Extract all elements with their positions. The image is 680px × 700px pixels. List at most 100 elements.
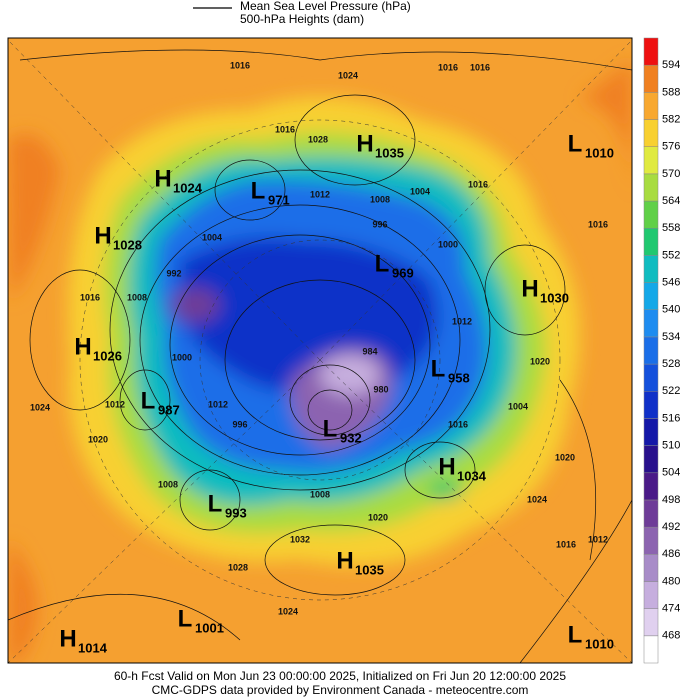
pressure-center-letter: H: [521, 275, 538, 302]
map-frame: [7, 37, 633, 664]
colorbar-swatch: [643, 391, 659, 419]
colorbar-swatch: [643, 608, 659, 637]
colorbar-label: 564: [662, 195, 680, 207]
legend-pressure: Mean Sea Level Pressure (hPa): [240, 0, 411, 13]
pressure-center-letter: H: [94, 222, 111, 249]
contour-label: 1012: [310, 189, 330, 199]
colorbar-label: 522: [662, 385, 680, 397]
colorbar-swatch: [643, 227, 659, 256]
colorbar-label: 510: [662, 440, 680, 452]
contour-label: 1020: [368, 512, 388, 522]
contour-label: 1016: [556, 539, 576, 549]
colorbar-label: 528: [662, 358, 680, 370]
contour-label: 1008: [370, 194, 390, 204]
contour-label: 1024: [278, 606, 298, 616]
pressure-center-value: 1035: [375, 145, 404, 160]
contour-label: 992: [166, 268, 181, 278]
colorbar: 468 474 480 486 492 498 504 510 516 522 528 534 540 5…: [643, 37, 680, 664]
colorbar-label: 534: [662, 331, 680, 343]
colorbar-label: 492: [662, 521, 680, 533]
contour-label: 1020: [88, 434, 108, 444]
contour-label: 996: [372, 219, 387, 229]
pressure-center-letter: H: [154, 165, 171, 192]
colorbar-swatch: [643, 64, 659, 93]
contour-label: 1024: [338, 70, 358, 80]
contour-label: 1028: [308, 134, 328, 144]
colorbar-swatch: [643, 119, 659, 147]
colorbar-swatch: [643, 282, 659, 310]
colorbar-swatch: [643, 363, 659, 392]
contour-label: 1024: [527, 494, 547, 504]
contour-label: 1004: [202, 232, 222, 242]
colorbar-swatch: [643, 418, 659, 446]
graticule: [8, 39, 632, 663]
pressure-center-letter: H: [336, 547, 353, 574]
contour-label: 1016: [448, 419, 468, 429]
pressure-center-letter: L: [431, 355, 446, 382]
pressure-center-value: 958: [448, 370, 470, 385]
height-field: [8, 60, 632, 663]
pressure-center-value: 1030: [540, 290, 569, 305]
colorbar-swatch: [643, 309, 659, 338]
colorbar-swatch: [643, 146, 659, 175]
contour-label: 1016: [468, 179, 488, 189]
colorbar-label: 540: [662, 304, 680, 316]
pressure-center-letter: H: [74, 333, 91, 360]
colorbar-swatch: [643, 635, 659, 664]
map: 1016 1016 1016 1024 1016 1028 1012 1008 1004 1016…: [8, 38, 632, 663]
colorbar-label: 480: [662, 575, 680, 587]
colorbar-label: 504: [662, 467, 680, 479]
pressure-center-letter: H: [438, 453, 455, 480]
colorbar-label: 486: [662, 548, 680, 560]
colorbar-swatch: [643, 581, 659, 609]
contour-label: 1004: [410, 186, 430, 196]
pressure-center-value: 993: [225, 505, 247, 520]
legend-heights: 500-hPa Heights (dam): [240, 12, 364, 26]
colorbar-label: 588: [662, 86, 680, 98]
contour-label: 1016: [275, 124, 295, 134]
pressure-center-letter: L: [568, 621, 583, 648]
colorbar-label: 576: [662, 141, 680, 153]
pressure-center-letter: L: [251, 177, 266, 204]
contour-label: 1012: [208, 399, 228, 409]
contour-label: 1016: [80, 292, 100, 302]
pressure-center-value: 1028: [113, 237, 142, 252]
pressure-center-letter: L: [208, 490, 223, 517]
pressure-center-value: 1024: [173, 180, 203, 195]
contour-label: 1008: [310, 489, 330, 499]
contour-label: 1028: [228, 562, 248, 572]
contour-label: 1020: [555, 452, 575, 462]
pressure-center-letter: H: [59, 625, 76, 652]
colorbar-swatch: [643, 200, 659, 229]
pressure-center-value: 932: [340, 430, 362, 445]
colorbar-swatch: [643, 472, 659, 501]
pressure-center-letter: L: [568, 130, 583, 157]
colorbar-swatch: [643, 336, 659, 365]
contour-label: 1008: [127, 292, 147, 302]
colorbar-label: 468: [662, 630, 680, 642]
colorbar-swatch: [643, 526, 659, 555]
footer-line: CMC-GDPS data provided by Environment Ca…: [152, 683, 529, 697]
pressure-center-value: 1026: [93, 348, 122, 363]
pressure-center-value: 1010: [585, 636, 614, 651]
colorbar-label: 552: [662, 249, 680, 261]
colorbar-label: 594: [662, 59, 680, 71]
contour-label: 1016: [470, 62, 490, 72]
pressure-center-value: 1034: [457, 468, 487, 483]
colorbar-swatch: [643, 92, 659, 120]
colorbar-label: 582: [662, 113, 680, 125]
contour-label: 1012: [588, 534, 608, 544]
colorbar-swatch: [643, 554, 659, 582]
pressure-center-value: 1010: [585, 145, 614, 160]
contour-label: 1016: [438, 62, 458, 72]
pressure-center-value: 1035: [355, 562, 384, 577]
colorbar-swatch: [643, 37, 659, 66]
pressure-center-value: 971: [268, 192, 290, 207]
contour-label: 1012: [105, 399, 125, 409]
contour-label: 1016: [588, 219, 608, 229]
pressure-center-value: 969: [392, 265, 414, 280]
contour-label: 996: [232, 419, 247, 429]
pressure-center-letter: L: [178, 605, 193, 632]
colorbar-label: 498: [662, 494, 680, 506]
